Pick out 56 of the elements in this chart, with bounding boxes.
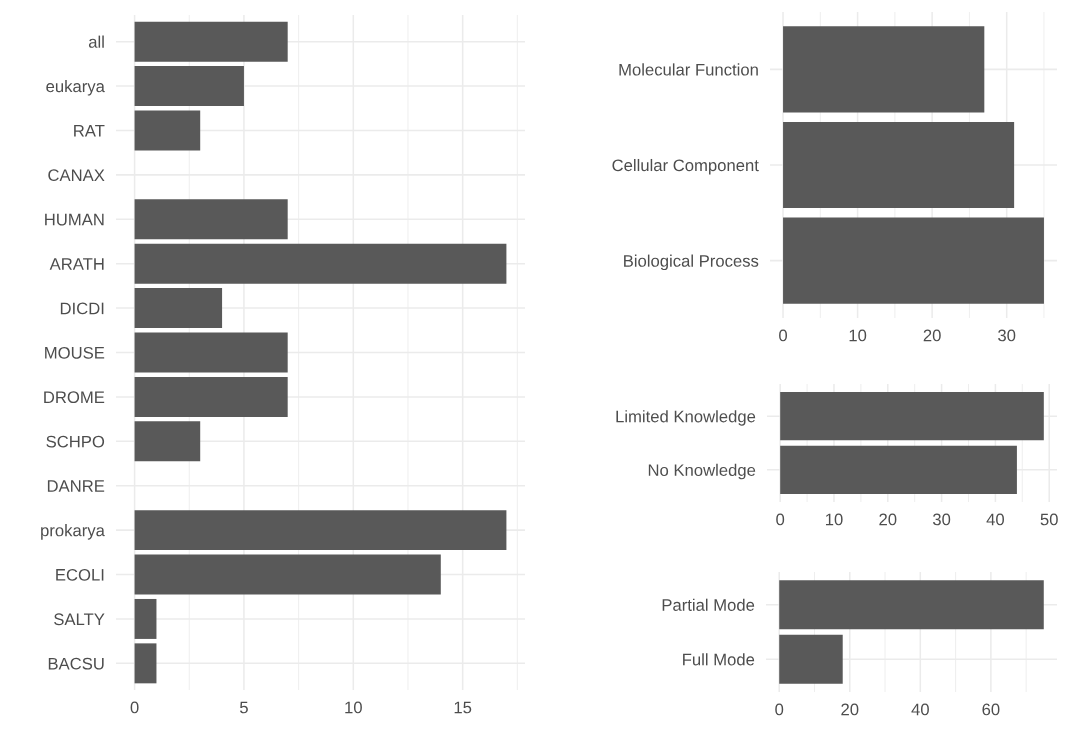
y-tick-label: DROME: [44, 391, 105, 404]
y-tick-label: SCHPO: [46, 435, 105, 448]
bar: [134, 376, 288, 417]
bar: [134, 554, 441, 595]
x-tick-label: 10: [849, 329, 867, 342]
y-tick-label: SALTY: [54, 613, 105, 626]
x-tick-label: 20: [841, 703, 859, 716]
bar: [783, 26, 985, 113]
x-tick-label: 20: [879, 513, 897, 526]
bar: [134, 243, 507, 284]
x-tick-label: 10: [345, 701, 362, 714]
y-tick-label: Molecular Function: [619, 63, 758, 76]
y-tick-label: ECOLI: [56, 568, 104, 581]
x-tick-label: 5: [239, 701, 248, 714]
bar: [134, 288, 223, 329]
y-tick-label: DICDI: [60, 302, 104, 315]
bar: [783, 121, 1015, 209]
bar: [134, 643, 157, 684]
x-tick-label: 0: [779, 329, 788, 342]
bar: [134, 66, 244, 107]
x-tick-label: 0: [775, 703, 784, 716]
y-tick-label: CANAX: [48, 169, 105, 182]
bar: [134, 421, 201, 462]
y-tick-label: DANRE: [47, 480, 105, 492]
y-tick-label: HUMAN: [45, 213, 104, 226]
x-tick-label: 50: [1040, 513, 1058, 526]
bar: [134, 598, 157, 639]
y-tick-label: RAT: [74, 125, 105, 137]
bar: [134, 332, 288, 373]
y-tick-label: MOUSE: [45, 346, 105, 359]
x-tick-label: 0: [776, 513, 785, 526]
y-tick-label: ARATH: [49, 258, 104, 270]
y-tick-label: Biological Process: [624, 254, 759, 271]
y-tick-label: Cellular Component: [612, 158, 759, 175]
y-tick-label: eukarya: [46, 80, 105, 96]
bar: [134, 21, 288, 62]
x-tick-label: 40: [986, 513, 1005, 526]
bar: [134, 510, 507, 551]
x-tick-label: 60: [982, 703, 1000, 716]
x-tick-label: 10: [825, 513, 843, 526]
x-tick-label: 40: [911, 703, 929, 716]
y-tick-label: prokarya: [41, 524, 105, 540]
bar: [134, 110, 201, 151]
y-tick-label: No Knowledge: [648, 463, 756, 480]
x-tick-label: 0: [130, 701, 139, 714]
x-tick-label: 15: [454, 701, 472, 714]
y-tick-label: all: [88, 35, 104, 48]
y-tick-label: Partial Mode: [662, 598, 755, 611]
bar: [783, 217, 1044, 304]
x-tick-label: 30: [998, 329, 1016, 342]
x-tick-label: 30: [932, 513, 951, 526]
x-tick-label: 20: [923, 329, 941, 342]
y-tick-label: BACSU: [48, 657, 104, 670]
bar: [134, 199, 288, 240]
y-tick-label: Limited Knowledge: [616, 410, 756, 426]
y-tick-label: Full Mode: [683, 653, 755, 666]
